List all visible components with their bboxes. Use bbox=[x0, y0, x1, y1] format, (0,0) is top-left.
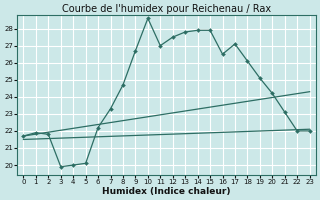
X-axis label: Humidex (Indice chaleur): Humidex (Indice chaleur) bbox=[102, 187, 231, 196]
Title: Courbe de l'humidex pour Reichenau / Rax: Courbe de l'humidex pour Reichenau / Rax bbox=[62, 4, 271, 14]
